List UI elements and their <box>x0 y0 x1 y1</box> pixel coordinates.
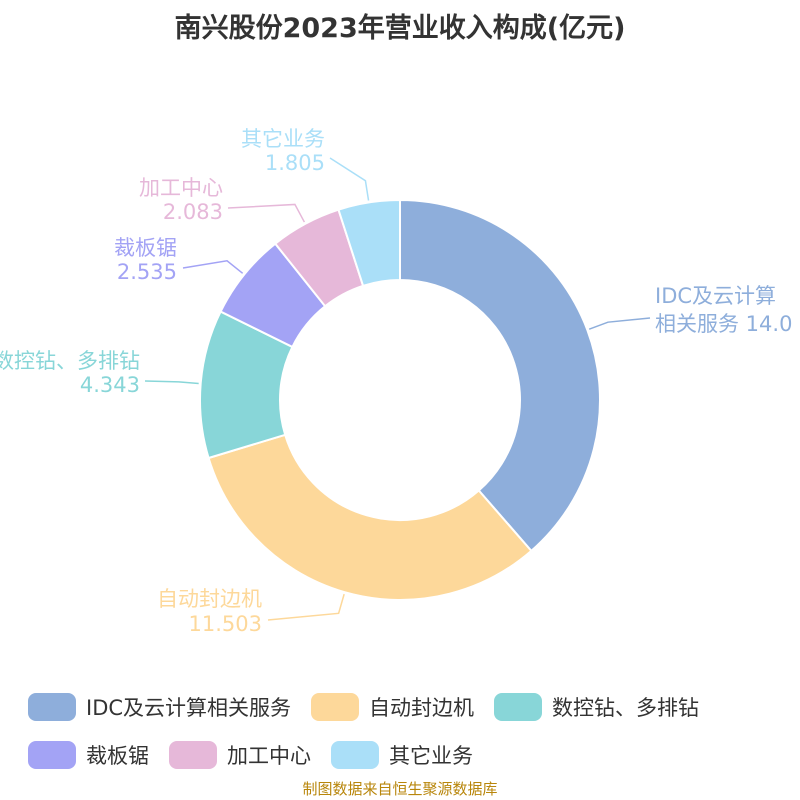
legend-swatch <box>331 741 379 769</box>
legend-item-panel-saw[interactable]: 裁板锯 <box>28 740 149 770</box>
legend-swatch <box>311 693 360 721</box>
legend-row-2: 裁板锯 加工中心 其它业务 <box>28 736 788 774</box>
legend-swatch <box>28 741 76 769</box>
legend-swatch <box>28 693 76 721</box>
legend-label: 加工中心 <box>227 744 311 768</box>
pie-slice[interactable] <box>207 433 533 601</box>
legend-item-edge-bander[interactable]: 自动封边机 <box>311 692 474 722</box>
slice-label: 数控钻、多排钻 4.343 <box>0 349 140 397</box>
leader-line <box>267 593 345 621</box>
legend-swatch <box>494 693 543 721</box>
leader-line <box>144 380 199 385</box>
legend-label: 裁板锯 <box>86 744 149 768</box>
legend-row-1: IDC及云计算相关服务 自动封边机 数控钻、多排钻 <box>28 688 788 726</box>
source-note: 制图数据来自恒生聚源数据库 <box>302 780 498 798</box>
legend-item-idc[interactable]: IDC及云计算相关服务 <box>28 692 291 722</box>
legend-label: 数控钻、多排钻 <box>552 696 700 720</box>
pie-slice[interactable] <box>399 198 601 553</box>
legend-item-drilling[interactable]: 数控钻、多排钻 <box>494 692 699 722</box>
legend-label: 自动封边机 <box>369 696 475 720</box>
pie-slice[interactable] <box>337 198 401 288</box>
legend-item-machining-center[interactable]: 加工中心 <box>169 740 311 770</box>
slice-label: 裁板锯 2.535 <box>114 236 177 284</box>
legend-label: IDC及云计算相关服务 <box>86 696 292 720</box>
leader-line <box>588 317 651 330</box>
legend-label: 其它业务 <box>389 744 473 768</box>
leader-line <box>182 260 244 274</box>
leader-line <box>329 157 370 201</box>
slice-label: 其它业务 1.805 <box>241 127 325 175</box>
legend-item-other[interactable]: 其它业务 <box>331 740 473 770</box>
slice-label: IDC及云计算相关服务 14.0 <box>655 284 792 336</box>
leader-line <box>227 203 306 223</box>
legend-swatch <box>169 741 217 769</box>
slice-label: 自动封边机 11.503 <box>157 587 262 636</box>
slice-label: 加工中心 2.083 <box>139 176 223 224</box>
legend: IDC及云计算相关服务 自动封边机 数控钻、多排钻 裁板锯 加工中心 其它业务 <box>28 688 788 784</box>
chart-title: 南兴股份2023年营业收入构成(亿元) <box>174 13 626 44</box>
